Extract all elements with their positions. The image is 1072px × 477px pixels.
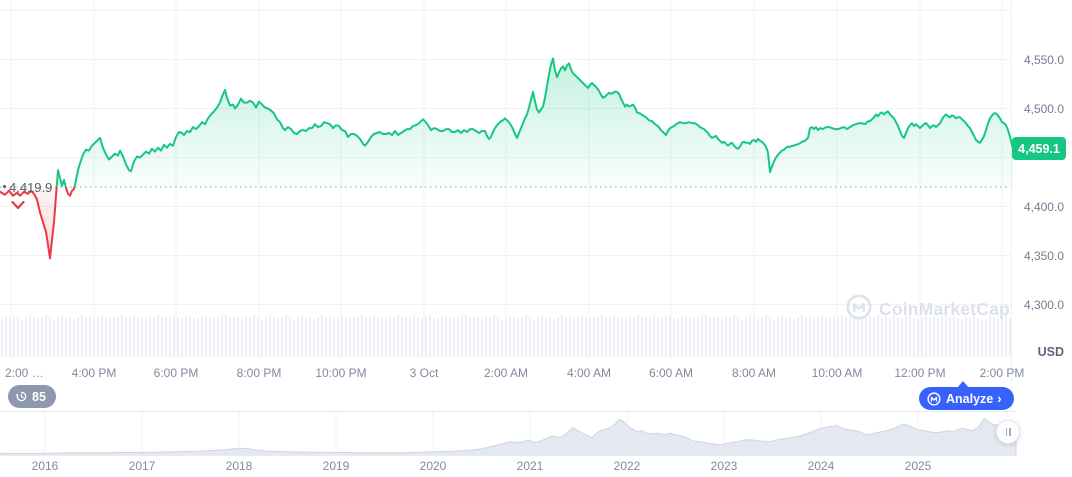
analyze-label: Analyze — [946, 391, 994, 406]
year-tick-label: 2024 — [807, 459, 835, 473]
dip-chevron-icon — [11, 197, 25, 215]
time-tick-label: 12:00 PM — [894, 366, 946, 380]
time-tick-label: 6:00 PM — [153, 366, 199, 380]
time-tick-label: 8:00 AM — [731, 366, 777, 380]
time-tick-label: 2:00 PM — [979, 366, 1025, 380]
current-price-badge: 4,459.1 — [1012, 137, 1066, 160]
currency-label: USD — [1037, 345, 1064, 359]
price-tick-label: 4,300.0 — [1023, 297, 1064, 312]
date-range-navigator[interactable] — [0, 412, 1016, 456]
year-tick-label: 2021 — [516, 459, 544, 473]
history-count: 85 — [32, 389, 46, 404]
baseline-dot — [3, 185, 6, 188]
year-tick-label: 2023 — [710, 459, 738, 473]
baseline-price-label: 4,419.9 — [9, 180, 53, 195]
price-chart-plot[interactable] — [0, 0, 1012, 358]
time-tick-label: 6:00 AM — [648, 366, 694, 380]
coinmarketcap-logo-icon — [927, 391, 941, 406]
year-tick-label: 2018 — [225, 459, 253, 473]
time-tick-label: 2:00 AM — [483, 366, 529, 380]
year-tick-label: 2022 — [613, 459, 641, 473]
chevron-right-icon: › — [997, 391, 1002, 406]
time-tick-label: 10:00 AM — [811, 366, 863, 380]
year-tick-label: 2019 — [322, 459, 350, 473]
price-tick-label: 4,350.0 — [1023, 248, 1064, 263]
price-tick-label: 4,400.0 — [1023, 199, 1064, 214]
time-tick-label: 3 Oct — [409, 366, 439, 380]
analyze-button[interactable]: Analyze › — [919, 381, 1014, 410]
time-tick-label: 10:00 PM — [315, 366, 367, 380]
price-tick-label: 4,500.0 — [1023, 101, 1064, 116]
time-tick-label: 4:00 PM — [71, 366, 117, 380]
time-tick-label: 2:00 … — [5, 366, 44, 380]
year-tick-label: 2020 — [419, 459, 447, 473]
navigator-drag-handle[interactable] — [996, 420, 1020, 444]
time-tick-label: 4:00 AM — [566, 366, 612, 380]
year-tick-label: 2025 — [904, 459, 932, 473]
history-count-badge[interactable]: 85 — [8, 385, 56, 408]
year-tick-label: 2017 — [128, 459, 156, 473]
price-tick-label: 4,550.0 — [1023, 52, 1064, 67]
time-tick-label: 8:00 PM — [236, 366, 282, 380]
year-tick-label: 2016 — [31, 459, 59, 473]
history-icon — [15, 390, 28, 403]
